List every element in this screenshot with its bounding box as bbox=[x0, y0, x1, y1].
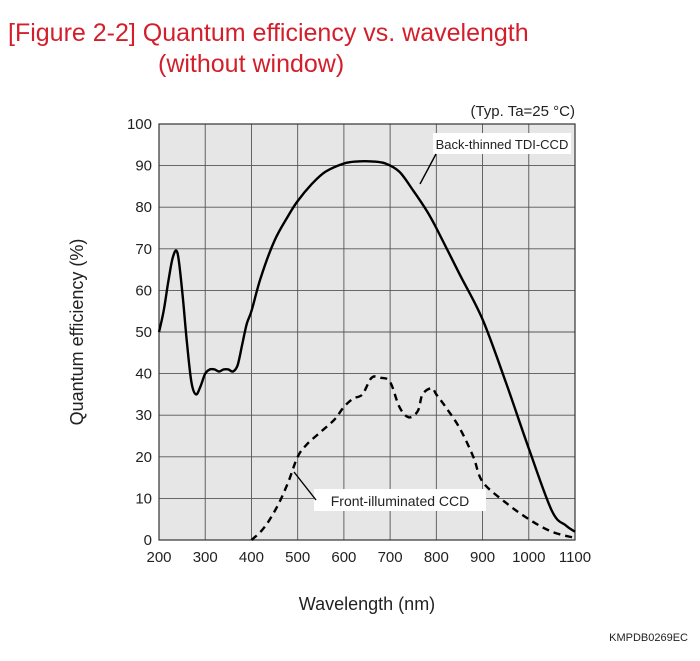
grid-lines bbox=[158, 123, 576, 541]
y-tick-label: 30 bbox=[135, 407, 152, 424]
front-illuminated-ccd-line bbox=[250, 375, 576, 541]
data-series bbox=[157, 159, 576, 541]
x-tick-label: 900 bbox=[470, 549, 495, 566]
x-tick-label: 400 bbox=[239, 549, 264, 566]
y-tick-label: 0 bbox=[144, 532, 152, 549]
y-tick-label: 20 bbox=[135, 449, 152, 466]
front-illuminated-label-box bbox=[314, 489, 486, 511]
y-tick-label: 70 bbox=[135, 241, 152, 258]
x-tick-label: 500 bbox=[285, 549, 310, 566]
x-tick-label: 600 bbox=[331, 549, 356, 566]
front-illuminated-leader bbox=[293, 471, 317, 501]
x-tick-label: 1100 bbox=[559, 549, 591, 566]
x-tick-label: 200 bbox=[146, 549, 171, 566]
back-thinned-label: Back-thinned TDI-CCD bbox=[436, 137, 569, 152]
y-tick-label: 40 bbox=[135, 366, 152, 383]
back-thinned-leader bbox=[419, 153, 437, 185]
annotations: Back-thinned TDI-CCD Front-illuminated CC… bbox=[293, 133, 571, 511]
y-tick-label: 50 bbox=[135, 324, 152, 341]
y-tick-label: 10 bbox=[135, 490, 152, 507]
y-tick-label: 90 bbox=[135, 158, 152, 175]
x-tick-label: 1000 bbox=[512, 549, 545, 566]
y-tick-label: 100 bbox=[127, 116, 152, 133]
document-code: KMPDB0269EC bbox=[609, 632, 688, 644]
figure-title-line-2: (without window) bbox=[158, 50, 345, 78]
y-tick-label: 60 bbox=[135, 282, 152, 299]
front-illuminated-label: Front-illuminated CCD bbox=[331, 493, 469, 509]
y-axis-label: Quantum efficiency (%) bbox=[67, 239, 87, 426]
x-tick-label: 300 bbox=[193, 549, 218, 566]
figure-title-line-1: [Figure 2-2] Quantum efficiency vs. wave… bbox=[8, 19, 529, 47]
figure-title: [Figure 2-2] Quantum efficiency vs. wave… bbox=[8, 18, 529, 80]
condition-label: (Typ. Ta=25 °C) bbox=[470, 103, 575, 120]
back-thinned-label-box bbox=[433, 133, 571, 154]
y-tick-label: 80 bbox=[135, 199, 152, 216]
x-tick-label: 700 bbox=[378, 549, 403, 566]
back-thinned-tdi-ccd-line bbox=[157, 159, 576, 533]
tick-labels: 200 300 400 500 600 700 800 900 1000 1100 0 10 20 30 4… bbox=[127, 116, 591, 566]
x-axis-label: Wavelength (nm) bbox=[299, 594, 435, 614]
x-tick-label: 800 bbox=[424, 549, 449, 566]
